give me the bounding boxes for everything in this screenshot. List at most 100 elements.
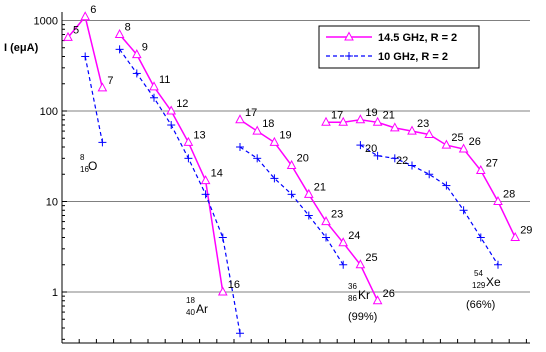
data-point <box>425 170 434 179</box>
data-point <box>217 286 228 296</box>
point-label: 26 <box>469 136 481 148</box>
point-label: 21 <box>383 109 395 121</box>
svg-text:14.5 GHz, R = 2: 14.5 GHz, R = 2 <box>378 32 457 44</box>
data-point <box>355 114 366 124</box>
point-label: 6 <box>90 4 96 16</box>
point-label: 19 <box>365 107 377 119</box>
data-point <box>287 190 296 199</box>
data-point <box>459 206 468 215</box>
data-point <box>131 49 142 59</box>
data-point <box>442 181 451 190</box>
legend: 14.5 GHz, R = 2 10 GHz, R = 2 <box>318 25 480 69</box>
point-label: 16 <box>228 279 240 291</box>
data-point <box>373 151 382 160</box>
point-label: 17 <box>245 107 257 119</box>
point-label: 17 <box>331 109 343 121</box>
point-label: 25 <box>451 132 463 144</box>
data-point <box>149 81 159 91</box>
svg-text:Xe: Xe <box>486 275 501 289</box>
data-point <box>407 125 417 135</box>
point-label: 7 <box>107 75 113 87</box>
label-22-blue: 22 <box>396 155 408 167</box>
plus-marker-icon <box>345 52 353 60</box>
series-14-5ghz <box>63 11 521 305</box>
svg-text:16: 16 <box>80 165 89 174</box>
data-point <box>270 174 279 183</box>
label-20-blue: 20 <box>365 143 377 155</box>
point-label: 29 <box>520 225 532 237</box>
data-point <box>114 28 125 39</box>
point-label: 23 <box>417 118 429 130</box>
data-point <box>304 211 313 220</box>
svg-text:O: O <box>88 159 97 173</box>
data-point <box>166 105 177 115</box>
data-point <box>475 164 486 175</box>
data-point <box>493 195 503 205</box>
data-point <box>286 159 297 169</box>
triangle-marker-icon <box>344 31 354 41</box>
data-point <box>252 125 263 135</box>
point-label: 21 <box>314 181 326 193</box>
svg-text:129: 129 <box>472 281 486 290</box>
xenon-annotation: 54 129 Xe (66%) <box>466 269 501 311</box>
data-point <box>355 259 366 269</box>
data-point <box>476 233 485 242</box>
data-point <box>441 139 452 149</box>
point-label: 23 <box>331 209 343 221</box>
data-point <box>510 231 521 242</box>
legend-entry-14-5ghz: 14.5 GHz, R = 2 <box>326 31 457 44</box>
data-point <box>235 114 245 124</box>
point-label: 28 <box>503 189 515 201</box>
data-point <box>408 161 416 170</box>
data-point <box>390 154 399 163</box>
data-point <box>200 175 211 185</box>
data-point <box>372 295 383 305</box>
krypton-annotation: 36 86 Kr (99%) <box>348 282 377 323</box>
data-point <box>269 136 280 146</box>
point-label: 19 <box>279 129 291 141</box>
point-label: 14 <box>211 168 223 180</box>
point-label: 11 <box>159 74 170 86</box>
svg-text:(66%): (66%) <box>466 299 495 311</box>
data-point <box>98 138 107 147</box>
data-point <box>115 45 124 54</box>
point-label: 13 <box>193 129 205 141</box>
series-line <box>326 119 516 238</box>
series-line <box>360 144 499 266</box>
point-label: 8 <box>125 22 131 34</box>
svg-text:Ar: Ar <box>196 302 208 316</box>
data-point <box>63 31 73 41</box>
y-tick-label: 1000 <box>34 16 58 28</box>
y-tick-label: 10 <box>46 197 58 209</box>
data-point <box>339 260 348 269</box>
data-point <box>150 93 158 102</box>
data-point <box>236 143 244 152</box>
series-layer <box>63 11 521 338</box>
data-point <box>167 121 176 130</box>
data-point <box>183 136 194 146</box>
point-label: 25 <box>365 252 377 264</box>
y-tick-label: 100 <box>40 106 58 118</box>
svg-text:10 GHz, R = 2: 10 GHz, R = 2 <box>378 51 448 63</box>
data-point <box>338 116 349 126</box>
point-label: 12 <box>176 98 188 110</box>
point-label: 18 <box>262 118 274 130</box>
y-axis-label: I (eμA) <box>4 42 39 54</box>
data-point <box>424 128 435 138</box>
series-line <box>84 56 103 143</box>
series-line <box>239 119 379 302</box>
point-label: 9 <box>142 42 148 54</box>
data-point <box>321 116 331 126</box>
oxygen-annotation: 8 16 O <box>80 153 97 174</box>
svg-text:86: 86 <box>348 294 357 303</box>
svg-text:(99%): (99%) <box>348 311 377 323</box>
y-tick-label: 1 <box>52 287 58 299</box>
data-point <box>494 260 502 269</box>
data-point <box>218 233 227 242</box>
data-point <box>321 216 331 226</box>
point-label: 27 <box>486 158 498 170</box>
axes: 1000 100 10 1 <box>34 12 530 344</box>
data-point <box>201 190 210 199</box>
data-point <box>372 116 383 126</box>
